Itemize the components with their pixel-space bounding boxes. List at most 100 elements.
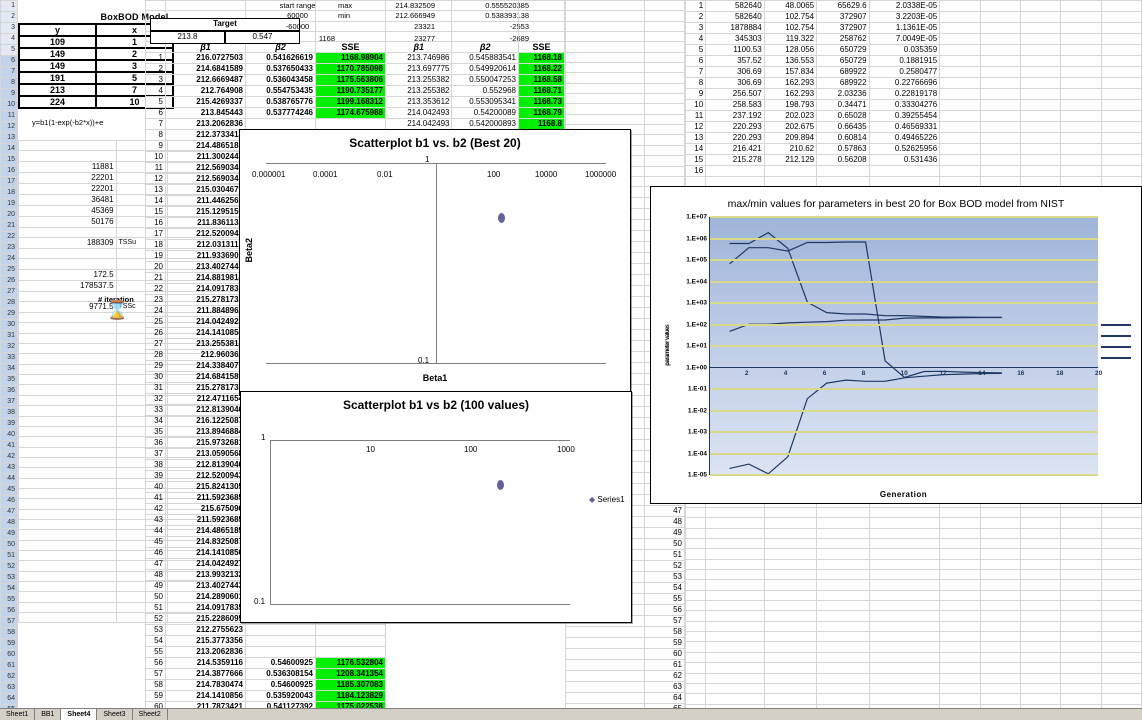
right-c1-cell[interactable]: 215.278: [705, 154, 765, 166]
right-blank-cell[interactable]: [979, 506, 1021, 519]
table-row[interactable]: 53 212.2755623: [145, 624, 386, 637]
b1-cell[interactable]: 212.960362: [165, 349, 246, 362]
row-header-cell[interactable]: 45: [0, 484, 18, 496]
right-blank-cell[interactable]: [705, 682, 765, 695]
table-row[interactable]: 6 213.845443 0.537774246 1174.675988: [145, 107, 386, 120]
row-header-cell[interactable]: 48: [0, 517, 18, 529]
right-blank-cell[interactable]: [868, 610, 941, 622]
b1-cell[interactable]: 214.0917835: [165, 602, 246, 615]
table-row[interactable]: 5 1100.53 128.056 650729 0.035359: [684, 44, 1142, 56]
right-blank-cell[interactable]: [763, 641, 818, 653]
row-index-cell[interactable]: 3: [145, 74, 166, 87]
right-blank-cell[interactable]: [1060, 682, 1102, 695]
sum-value-cell[interactable]: [18, 591, 117, 603]
b1-cell[interactable]: 212.8139046: [165, 404, 246, 417]
row-header-cell[interactable]: 34: [0, 363, 18, 375]
table-row[interactable]: 213.353612 0.553095341 1168.73: [384, 96, 566, 109]
b1-cell[interactable]: 212.5200943: [165, 470, 246, 483]
sse-cell[interactable]: 1168.98904: [315, 52, 386, 65]
right-c2-cell[interactable]: 210.62: [763, 143, 818, 155]
sum-value-cell[interactable]: [18, 394, 117, 407]
b1-cell[interactable]: 214.8819814: [165, 272, 246, 285]
right-blank-cell[interactable]: [979, 66, 1021, 78]
b2-cell[interactable]: 0.536308154: [245, 668, 316, 681]
filler-index-cell[interactable]: [644, 113, 685, 126]
right-c4-cell[interactable]: 0.22819178: [868, 88, 941, 100]
right-c3-cell[interactable]: 689922: [816, 77, 870, 89]
row-index-cell[interactable]: 57: [145, 668, 166, 681]
b1-cell[interactable]: 214.1410856: [165, 690, 246, 703]
right-blank-cell[interactable]: [705, 631, 765, 643]
right-blank-cell[interactable]: [979, 548, 1021, 560]
row-index-cell[interactable]: 30: [145, 371, 166, 384]
best20-sse-cell[interactable]: 1168.18: [517, 52, 566, 65]
right-blank-cell[interactable]: [1019, 77, 1062, 89]
b1-cell[interactable]: 212.6669487: [165, 74, 246, 87]
right-blank-cell[interactable]: [684, 589, 707, 602]
table-row[interactable]: 58 214.7830474 0.54600925 1185.307083: [145, 679, 386, 692]
table-row[interactable]: 213.255382 0.550047253 1168.58: [384, 74, 566, 87]
right-index-cell[interactable]: 13: [684, 132, 707, 144]
table-row[interactable]: 214.042493 0.54200089 1168.79: [384, 107, 566, 120]
b1-cell[interactable]: 213.4027443: [165, 261, 246, 274]
right-blank-cell[interactable]: [979, 682, 1021, 695]
filler-cell[interactable]: [564, 31, 646, 43]
row-index-cell[interactable]: 41: [145, 492, 166, 505]
table-row[interactable]: 8 306.69 162.293 689922 0.22766696: [684, 77, 1142, 89]
right-c1-cell[interactable]: 582640: [705, 0, 765, 12]
sse-cell[interactable]: 1174.675988: [315, 107, 386, 120]
right-blank-cell[interactable]: [979, 517, 1021, 529]
right-index-cell[interactable]: 12: [684, 121, 707, 133]
row-header-cell[interactable]: 31: [0, 330, 18, 342]
right-blank-cell[interactable]: [1060, 589, 1102, 602]
table-row[interactable]: 2 582640 102.754 372907 3.2203E-05: [684, 11, 1142, 23]
filler-index-cell[interactable]: [644, 72, 685, 84]
table-row[interactable]: 4 212.764908 0.554753435 1190.735177: [145, 85, 386, 98]
filler-cell[interactable]: [564, 51, 646, 64]
right-blank-cell[interactable]: [979, 0, 1021, 12]
row-header-cell[interactable]: 18: [0, 187, 18, 199]
right-blank-cell[interactable]: [816, 569, 870, 581]
right-blank-cell[interactable]: [979, 662, 1021, 674]
b1-cell[interactable]: 211.5923685: [165, 492, 246, 505]
filler-index-cell[interactable]: [644, 93, 685, 105]
right-blank-cell[interactable]: [1019, 672, 1062, 684]
sum-value-cell[interactable]: [18, 425, 117, 438]
right-blank-cell[interactable]: [1060, 33, 1102, 45]
cell-y-2[interactable]: 149: [18, 59, 97, 73]
b1-cell[interactable]: 214.5359116: [165, 657, 246, 670]
spacer-cell[interactable]: [451, 20, 519, 33]
row-header-cell[interactable]: 56: [0, 605, 18, 617]
right-blank-cell[interactable]: [1060, 641, 1102, 653]
right-blank-cell[interactable]: [763, 579, 818, 591]
b1-cell[interactable]: 214.3384077: [165, 360, 246, 373]
sum-value-cell[interactable]: [18, 467, 117, 479]
sum-value-cell[interactable]: [18, 456, 117, 469]
right-c2-cell[interactable]: [763, 165, 818, 177]
right-c4-cell[interactable]: 0.2580477: [868, 66, 941, 78]
right-blank-cell[interactable]: [1019, 121, 1062, 133]
right-blank-cell[interactable]: [1100, 662, 1142, 674]
right-c3-cell[interactable]: 372907: [816, 22, 870, 34]
spacer-cell[interactable]: [384, 0, 453, 12]
b2-cell[interactable]: 0.535920043: [245, 690, 316, 703]
right-blank-cell[interactable]: [939, 0, 981, 12]
b2-cell[interactable]: 0.537650433: [245, 63, 316, 76]
right-blank-cell[interactable]: [939, 22, 981, 34]
sse-cell[interactable]: 1176.532804: [315, 657, 386, 670]
right-blank-cell[interactable]: [1060, 55, 1102, 67]
right-c4-cell[interactable]: 0.22766696: [868, 77, 941, 89]
sum-value-cell[interactable]: [18, 508, 117, 520]
right-blank-cell[interactable]: [684, 548, 707, 560]
best20-b1-cell[interactable]: 213.746986: [384, 52, 453, 65]
table-row[interactable]: 12 220.293 202.675 0.66435 0.46569331: [684, 121, 1142, 133]
right-blank-cell[interactable]: [979, 651, 1021, 664]
row-index-cell[interactable]: 9: [145, 140, 166, 153]
right-blank-cell[interactable]: [1019, 44, 1062, 56]
row-index-cell[interactable]: 15: [145, 206, 166, 219]
nist-chart-legend[interactable]: [1097, 315, 1139, 368]
right-c1-cell[interactable]: 216.421: [705, 143, 765, 155]
right-blank-cell[interactable]: [1019, 33, 1062, 45]
right-blank-cell[interactable]: [1060, 22, 1102, 34]
b1-cell[interactable]: 213.2553818: [165, 338, 246, 351]
